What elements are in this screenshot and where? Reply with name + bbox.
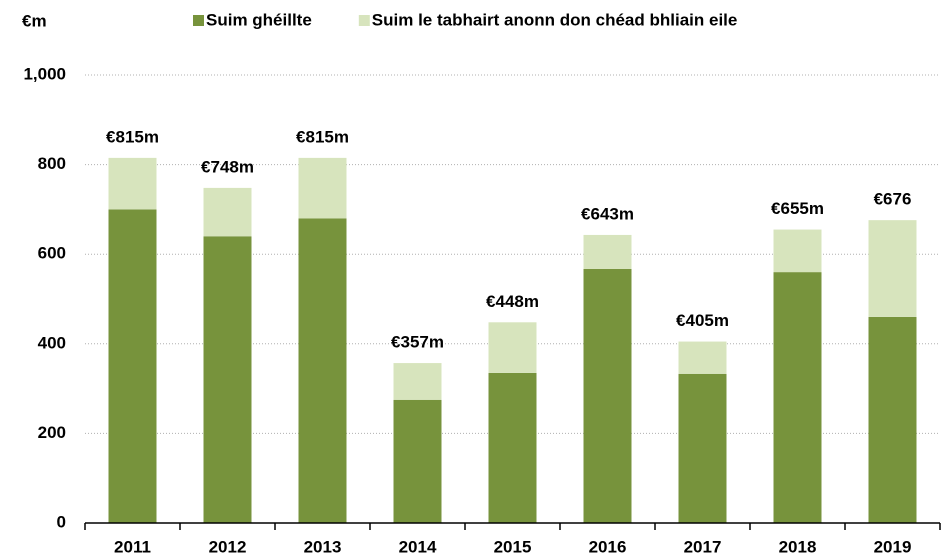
bar-segment [488,322,537,373]
total-label: €448m [486,292,539,311]
bar-segment [868,220,917,317]
x-tick-label: 2019 [874,537,912,556]
legend-swatch [193,15,204,26]
bar-segment [488,372,537,523]
y-tick-label: 400 [38,333,66,352]
total-label: €655m [771,199,824,218]
x-tick-label: 2018 [779,537,817,556]
bar-segment [203,236,252,523]
bar-segment [678,341,727,374]
bar-segment [583,234,632,269]
bar-segment [773,272,822,523]
total-label: €815m [296,127,349,146]
x-tick-label: 2016 [589,537,627,556]
bar-segment [583,268,632,523]
bar-segment [298,218,347,524]
bar-segment [678,373,727,523]
y-axis-label: €m [22,11,47,30]
x-tick-label: 2013 [304,537,342,556]
y-tick-label: 600 [38,244,66,263]
x-tick-label: 2012 [209,537,247,556]
bar-segment [108,157,157,210]
y-tick-label: 800 [38,154,66,173]
total-label: €676 [874,190,912,209]
legend-label: Suim le tabhairt anonn don chéad bhliain… [372,10,738,29]
total-label: €357m [391,333,444,352]
x-tick-label: 2014 [399,537,437,556]
bar-segment [393,399,442,523]
x-tick-label: 2011 [114,537,151,556]
y-tick-label: 0 [57,512,66,531]
legend-swatch [358,15,370,26]
total-label: €748m [201,157,254,176]
x-tick-label: 2017 [684,537,722,556]
y-tick-label: 1,000 [23,64,66,83]
bar-segment [108,209,157,523]
x-tick-label: 2015 [494,537,532,556]
bar-segment [298,157,347,219]
legend-label: Suim ghéillte [206,10,312,29]
total-label: €405m [676,311,729,330]
y-tick-label: 200 [38,423,66,442]
bar-segment [868,316,917,523]
total-label: €643m [581,204,634,223]
bar-segment [773,229,822,273]
bar-segment [203,187,252,237]
total-label: €815m [106,127,159,146]
bar-segment [393,363,442,400]
